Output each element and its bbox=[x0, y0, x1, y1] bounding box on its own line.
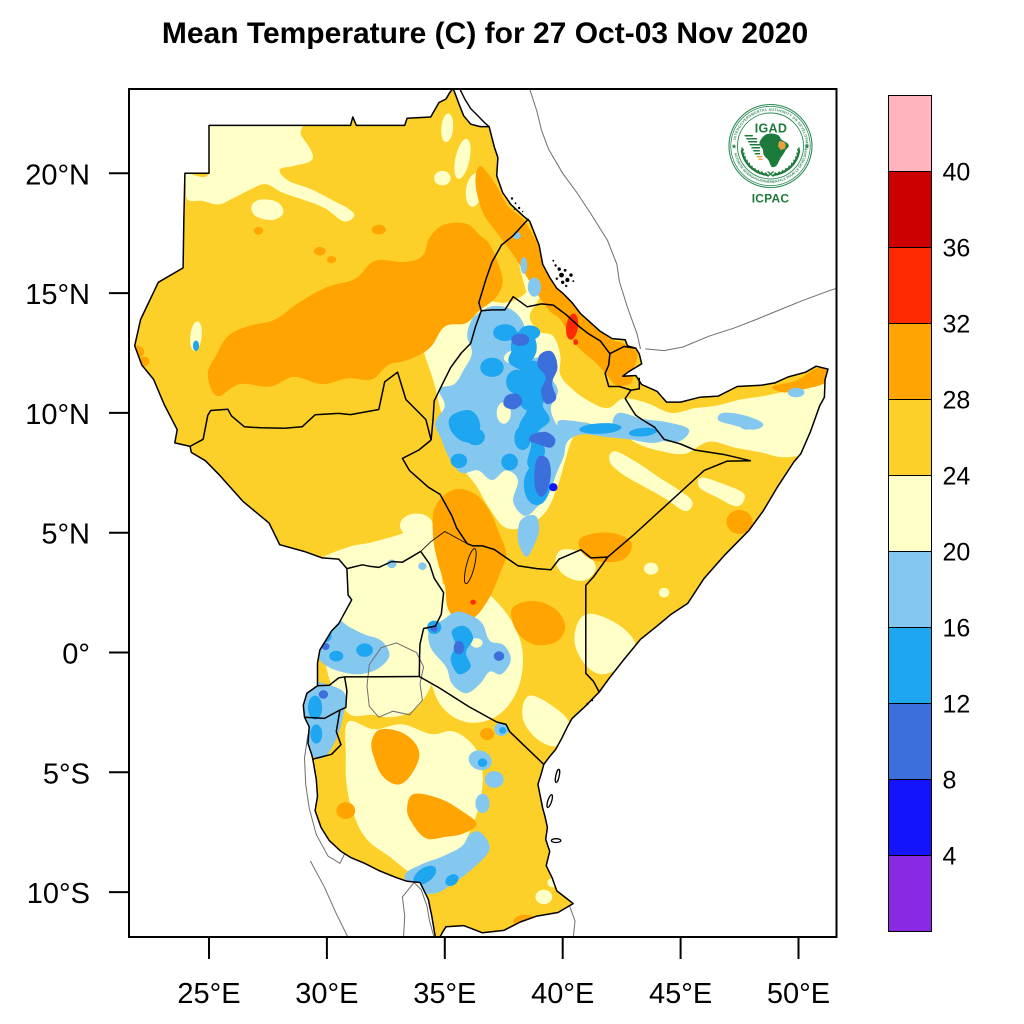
svg-text:15°N: 15°N bbox=[25, 279, 90, 311]
svg-text:35°E: 35°E bbox=[413, 978, 476, 1010]
svg-text:★: ★ bbox=[804, 143, 810, 151]
svg-text:40°E: 40°E bbox=[531, 978, 594, 1010]
svg-text:20: 20 bbox=[943, 539, 971, 567]
svg-text:★: ★ bbox=[731, 143, 737, 151]
svg-text:20°N: 20°N bbox=[25, 159, 90, 191]
svg-text:5°N: 5°N bbox=[41, 519, 90, 551]
svg-text:Mean Temperature (C) for 27 Oc: Mean Temperature (C) for 27 Oct-03 Nov 2… bbox=[162, 17, 808, 50]
svg-text:28: 28 bbox=[943, 387, 971, 415]
svg-text:16: 16 bbox=[943, 615, 971, 643]
svg-text:10°S: 10°S bbox=[27, 878, 90, 910]
svg-text:30°E: 30°E bbox=[295, 978, 358, 1010]
svg-text:25°E: 25°E bbox=[177, 978, 240, 1010]
svg-text:8: 8 bbox=[943, 767, 957, 795]
svg-text:4: 4 bbox=[943, 843, 957, 871]
svg-text:32: 32 bbox=[943, 311, 971, 339]
svg-text:50°E: 50°E bbox=[767, 978, 830, 1010]
svg-text:12: 12 bbox=[943, 691, 971, 719]
svg-text:5°S: 5°S bbox=[43, 758, 90, 790]
svg-text:45°E: 45°E bbox=[649, 978, 712, 1010]
svg-text:36: 36 bbox=[943, 235, 971, 263]
svg-text:10°N: 10°N bbox=[25, 399, 90, 431]
svg-text:40: 40 bbox=[943, 159, 971, 187]
svg-text:0°: 0° bbox=[62, 639, 90, 671]
svg-text:24: 24 bbox=[943, 463, 971, 491]
svg-text:ICPAC: ICPAC bbox=[752, 192, 790, 206]
svg-text:IGAD: IGAD bbox=[755, 122, 787, 136]
